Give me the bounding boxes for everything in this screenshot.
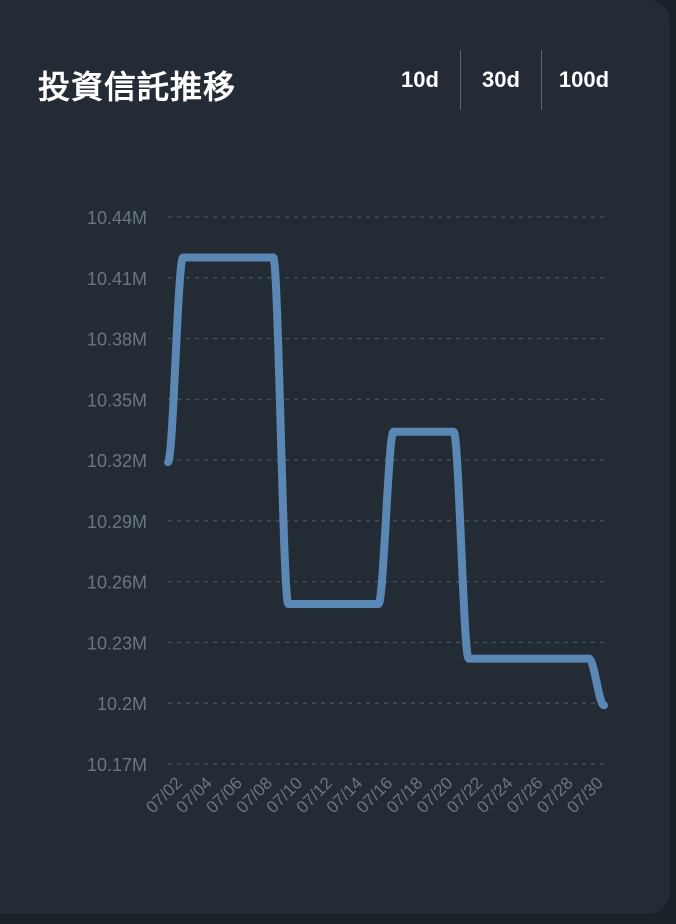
y-tick-label: 10.38M	[87, 330, 147, 350]
range-tabs: 10d 30d 100d	[380, 50, 626, 110]
range-tab-10d[interactable]: 10d	[401, 67, 439, 92]
page-title: 投資信託推移	[38, 68, 237, 106]
y-tick-label: 10.29M	[87, 512, 147, 532]
range-tab-30d[interactable]: 30d	[460, 50, 541, 110]
range-tab-100d[interactable]: 100d	[541, 50, 626, 110]
y-tick-label: 10.23M	[87, 633, 147, 653]
y-tick-label: 10.26M	[87, 573, 147, 593]
bottom-strip	[0, 914, 676, 924]
y-tick-label: 10.17M	[87, 755, 147, 775]
y-tick-label: 10.35M	[87, 390, 147, 410]
y-tick-label: 10.41M	[87, 269, 147, 289]
y-tick-label: 10.32M	[87, 451, 147, 471]
y-tick-label: 10.2M	[97, 694, 147, 714]
series-line-0	[164, 253, 608, 710]
y-tick-label: 10.44M	[87, 208, 147, 228]
